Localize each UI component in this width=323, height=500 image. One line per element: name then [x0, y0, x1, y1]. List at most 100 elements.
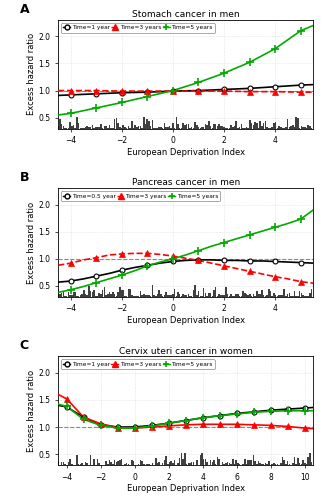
- Bar: [169, 126, 170, 128]
- Bar: [163, 123, 165, 128]
- Bar: [276, 296, 278, 297]
- Bar: [121, 458, 122, 465]
- Bar: [292, 462, 294, 465]
- Bar: [266, 295, 268, 297]
- Bar: [191, 296, 193, 297]
- Bar: [134, 125, 136, 128]
- Bar: [182, 123, 184, 128]
- Bar: [191, 127, 193, 128]
- Bar: [261, 464, 263, 465]
- Bar: [266, 464, 268, 465]
- Bar: [162, 462, 163, 465]
- Bar: [218, 124, 220, 128]
- Legend: Time=1 year, Time=3 years, Time=5 years: Time=1 year, Time=3 years, Time=5 years: [61, 360, 214, 369]
- Bar: [124, 296, 126, 297]
- Bar: [105, 462, 107, 465]
- Bar: [97, 458, 98, 465]
- Bar: [61, 294, 62, 297]
- Bar: [191, 462, 193, 465]
- Bar: [109, 292, 110, 297]
- Bar: [273, 463, 275, 465]
- Bar: [117, 123, 119, 128]
- Bar: [234, 126, 235, 128]
- Bar: [194, 122, 196, 128]
- Bar: [90, 454, 91, 465]
- Bar: [146, 464, 148, 465]
- Bar: [104, 126, 105, 128]
- Bar: [290, 296, 292, 297]
- Bar: [99, 463, 100, 465]
- Bar: [307, 456, 309, 465]
- Bar: [133, 461, 134, 465]
- Bar: [283, 460, 285, 465]
- Bar: [296, 117, 297, 128]
- Bar: [143, 294, 144, 297]
- Bar: [169, 295, 170, 297]
- Bar: [311, 462, 312, 465]
- Bar: [217, 457, 218, 465]
- Bar: [114, 460, 115, 465]
- Bar: [304, 462, 306, 465]
- Bar: [148, 121, 150, 128]
- Bar: [198, 127, 199, 128]
- Bar: [177, 292, 179, 297]
- Bar: [175, 116, 177, 128]
- Bar: [299, 291, 300, 297]
- Bar: [283, 290, 285, 297]
- Bar: [69, 295, 71, 297]
- Bar: [128, 126, 129, 128]
- Bar: [217, 126, 218, 128]
- Bar: [151, 120, 153, 128]
- Bar: [253, 455, 254, 465]
- Bar: [215, 287, 216, 297]
- Bar: [59, 118, 61, 128]
- Bar: [177, 124, 179, 128]
- Bar: [167, 296, 169, 297]
- Bar: [227, 462, 228, 465]
- Bar: [210, 126, 211, 128]
- Bar: [163, 295, 165, 297]
- Bar: [162, 296, 163, 297]
- Bar: [208, 122, 210, 128]
- Bar: [81, 462, 83, 465]
- Bar: [114, 119, 115, 128]
- Bar: [285, 127, 287, 128]
- Bar: [309, 126, 311, 128]
- Bar: [222, 462, 223, 465]
- Bar: [117, 292, 119, 297]
- Bar: [273, 294, 275, 297]
- Bar: [73, 292, 74, 297]
- Bar: [145, 124, 146, 128]
- Bar: [63, 462, 64, 465]
- Bar: [83, 290, 85, 297]
- Bar: [235, 460, 237, 465]
- Bar: [88, 286, 90, 297]
- Bar: [90, 290, 91, 297]
- X-axis label: European Deprivation Index: European Deprivation Index: [127, 316, 245, 325]
- Bar: [288, 464, 290, 465]
- Bar: [109, 126, 110, 128]
- Bar: [172, 124, 174, 128]
- Bar: [253, 126, 254, 128]
- Bar: [153, 295, 155, 297]
- Bar: [155, 458, 157, 465]
- Bar: [131, 295, 132, 297]
- Bar: [292, 296, 294, 297]
- Bar: [200, 296, 201, 297]
- Bar: [85, 462, 86, 465]
- Bar: [254, 122, 256, 128]
- Bar: [196, 126, 198, 128]
- Bar: [203, 460, 204, 465]
- Bar: [68, 292, 69, 297]
- Bar: [254, 461, 256, 465]
- Bar: [297, 118, 299, 128]
- Bar: [151, 462, 153, 465]
- Bar: [301, 126, 302, 128]
- Bar: [220, 295, 222, 297]
- Bar: [57, 289, 59, 297]
- Bar: [110, 462, 112, 465]
- Bar: [75, 292, 76, 297]
- Bar: [259, 463, 261, 465]
- X-axis label: European Deprivation Index: European Deprivation Index: [127, 484, 245, 494]
- Bar: [171, 462, 172, 465]
